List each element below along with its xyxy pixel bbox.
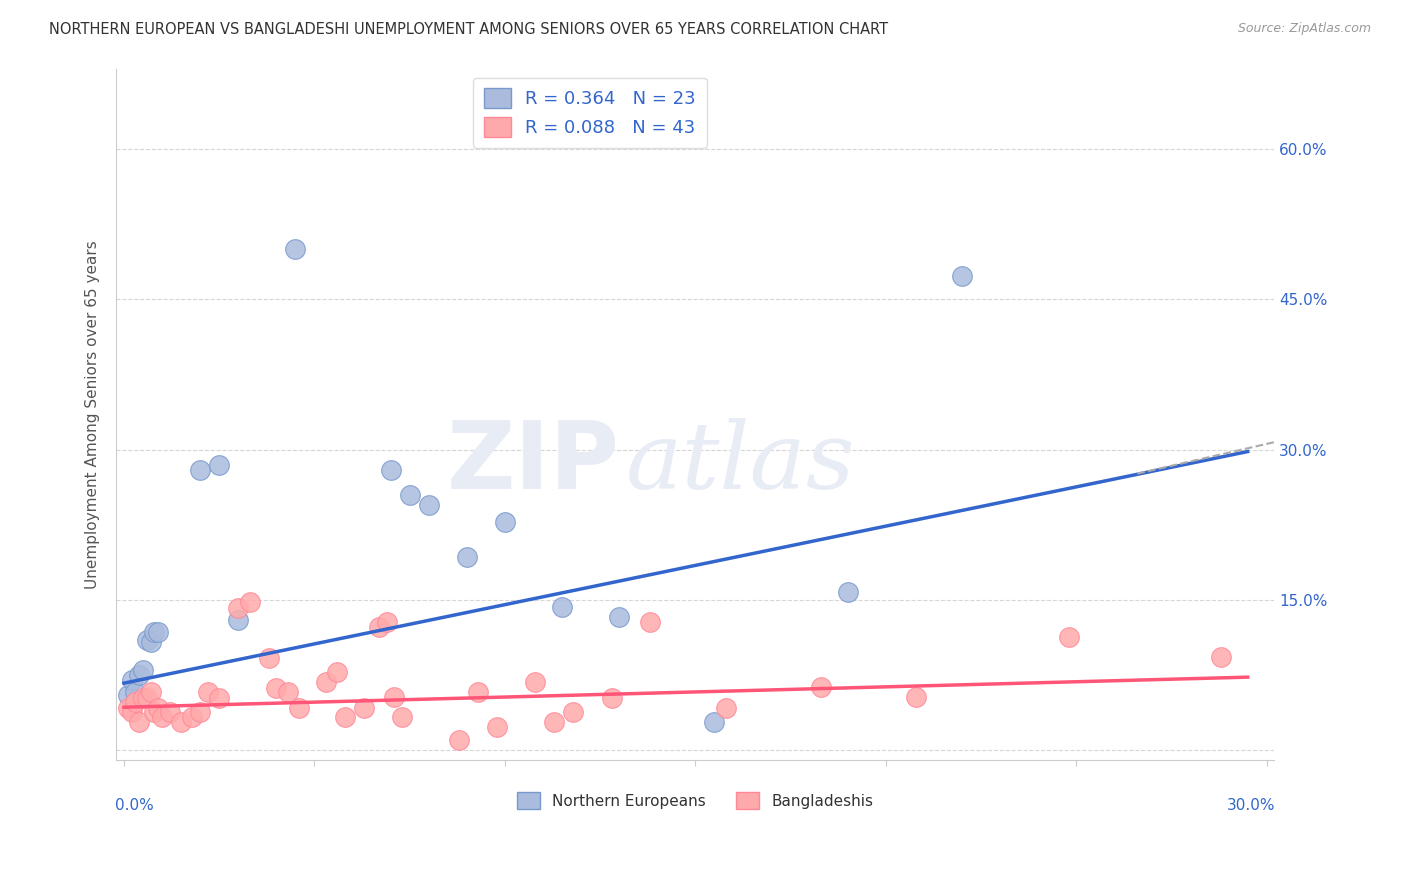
Point [418, 498, 440, 512]
Point [837, 585, 859, 599]
Point [208, 458, 231, 472]
Point [486, 720, 509, 734]
Point [382, 690, 405, 705]
Point [239, 595, 262, 609]
Point [284, 242, 307, 256]
Point [197, 685, 219, 699]
Point [288, 701, 311, 715]
Text: atlas: atlas [626, 417, 855, 508]
Point [188, 705, 211, 719]
Point [353, 701, 375, 715]
Point [810, 680, 832, 694]
Point [143, 705, 166, 719]
Point [391, 710, 413, 724]
Point [326, 665, 349, 680]
Point [128, 668, 150, 682]
Point [121, 673, 143, 688]
Point [375, 615, 398, 629]
Point [170, 715, 193, 730]
Point [148, 625, 170, 640]
Point [950, 269, 973, 284]
Point [703, 715, 725, 730]
Point [139, 635, 162, 649]
Text: ZIP: ZIP [447, 417, 620, 508]
Point [132, 691, 155, 706]
Point [380, 462, 402, 476]
Point [208, 691, 231, 706]
Point [494, 515, 516, 529]
Text: Source: ZipAtlas.com: Source: ZipAtlas.com [1237, 22, 1371, 36]
Point [638, 615, 661, 629]
Point [524, 675, 547, 690]
Point [315, 675, 337, 690]
Point [333, 710, 356, 724]
Point [150, 710, 173, 724]
Point [124, 685, 146, 699]
Point [398, 488, 420, 502]
Point [226, 613, 249, 627]
Point [257, 651, 280, 665]
Point [1209, 650, 1232, 665]
Point [135, 691, 157, 706]
Point [188, 462, 211, 476]
Point [1057, 630, 1080, 644]
Point [277, 685, 299, 699]
Point [117, 701, 139, 715]
Point [551, 599, 574, 614]
Point [135, 633, 157, 648]
Point [368, 620, 391, 634]
Legend: Northern Europeans, Bangladeshis: Northern Europeans, Bangladeshis [510, 786, 880, 815]
Point [456, 549, 478, 564]
Point [124, 695, 146, 709]
Y-axis label: Unemployment Among Seniors over 65 years: Unemployment Among Seniors over 65 years [86, 240, 100, 589]
Point [159, 705, 181, 719]
Point [562, 705, 585, 719]
Point [264, 681, 287, 696]
Point [607, 610, 630, 624]
Point [600, 691, 623, 706]
Point [132, 663, 155, 677]
Point [905, 690, 928, 705]
Point [139, 685, 162, 699]
Point [143, 625, 166, 640]
Point [467, 685, 489, 699]
Point [117, 688, 139, 702]
Text: 0.0%: 0.0% [115, 798, 153, 814]
Point [128, 715, 150, 730]
Point [543, 715, 565, 730]
Point [714, 701, 737, 715]
Point [226, 601, 249, 615]
Point [181, 710, 204, 724]
Text: NORTHERN EUROPEAN VS BANGLADESHI UNEMPLOYMENT AMONG SENIORS OVER 65 YEARS CORREL: NORTHERN EUROPEAN VS BANGLADESHI UNEMPLO… [49, 22, 889, 37]
Text: 30.0%: 30.0% [1227, 798, 1275, 814]
Point [449, 733, 471, 747]
Point [148, 701, 170, 715]
Point [121, 705, 143, 719]
